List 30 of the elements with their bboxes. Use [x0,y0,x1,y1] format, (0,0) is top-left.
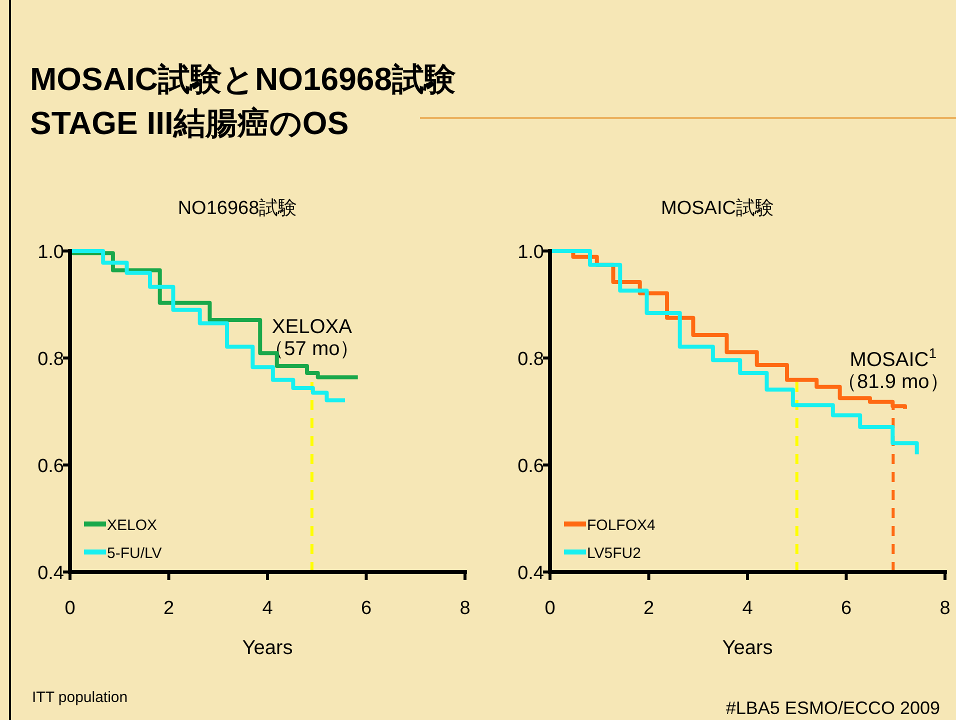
x-tick-label: 4 [262,598,274,619]
chart-subtitle: NO16968試験 [178,198,298,219]
y-tick-label: 1.0 [518,242,544,263]
x-tick-label: 2 [163,598,174,619]
legend-label: XELOX [107,517,158,534]
legend-label: 5-FU/LV [107,545,162,562]
y-tick-label: 0.8 [38,349,64,370]
text: #LBA5 ESMO/ECCO 2009 [726,698,940,718]
legend-label: LV5FU2 [587,545,641,562]
x-axis-title: Years [722,637,773,659]
y-tick-label: 0.4 [38,563,64,584]
x-axis-title: Years [242,637,293,659]
x-tick-label: 6 [840,598,852,619]
legend-label: FOLFOX4 [587,517,656,534]
y-tick-label: 0.8 [518,349,544,370]
x-tick-label: 2 [643,598,654,619]
x-tick-label: 6 [360,598,372,619]
y-tick-label: 0.6 [518,456,544,477]
x-tick-label: 0 [64,598,76,619]
chart-title: MOSAIC試験とNO16968試験 STAGE III結腸癌のOS [30,61,456,141]
y-tick-label: 0.6 [38,456,64,477]
x-tick-label: 8 [460,598,470,619]
y-tick-label: 1.0 [38,242,64,263]
ref-line-label: MOSAIC$^{1}$ （81.9 mo） [837,345,950,394]
x-tick-label: 8 [940,598,950,619]
x-tick-label: 4 [742,598,754,619]
y-tick-label: 0.4 [518,563,544,584]
text: ITT population [32,689,128,706]
x-tick-label: 0 [544,598,556,619]
chart-title: MOSAIC試験 [661,198,774,219]
